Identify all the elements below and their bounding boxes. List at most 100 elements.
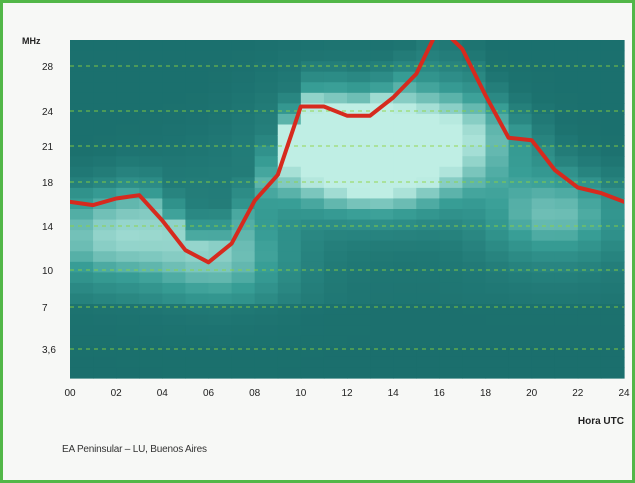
heatmap-cell xyxy=(116,187,140,200)
heatmap-cell xyxy=(231,92,256,104)
heatmap-cell xyxy=(600,209,625,221)
heatmap-cell xyxy=(347,261,371,273)
heatmap-cell xyxy=(277,40,302,52)
heatmap-cell xyxy=(300,92,325,104)
heatmap-cell xyxy=(393,145,417,157)
heatmap-cell xyxy=(323,50,348,62)
heatmap-cell xyxy=(531,261,556,273)
heatmap-cell xyxy=(277,187,302,200)
heatmap-cell xyxy=(300,219,325,231)
heatmap-cell xyxy=(393,156,417,168)
heatmap-cell xyxy=(70,177,94,189)
heatmap-cell xyxy=(300,251,325,263)
heatmap-layer xyxy=(70,40,625,379)
heatmap-cell xyxy=(370,293,394,305)
heatmap-cell xyxy=(462,198,487,210)
heatmap-cell xyxy=(600,177,625,189)
heatmap-cell xyxy=(485,82,510,94)
heatmap-cell xyxy=(185,304,210,316)
heatmap-cell xyxy=(600,156,625,168)
heatmap-cell xyxy=(254,145,279,157)
heatmap-cell xyxy=(139,314,163,326)
heatmap-cell xyxy=(485,282,510,295)
heatmap-cell xyxy=(208,293,233,305)
heatmap-cell xyxy=(347,177,371,189)
heatmap-cell xyxy=(439,187,464,200)
heatmap-cell xyxy=(162,304,187,316)
heatmap-cell xyxy=(185,135,210,147)
heatmap-cell xyxy=(393,314,417,326)
heatmap-cell xyxy=(300,40,325,52)
heatmap-cell xyxy=(554,367,579,379)
heatmap-cell xyxy=(70,346,94,358)
heatmap-cell xyxy=(162,82,187,94)
heatmap-cell xyxy=(600,61,625,73)
heatmap-cell xyxy=(439,198,464,210)
heatmap-cell xyxy=(185,261,210,273)
heatmap-cell xyxy=(393,135,417,147)
heatmap-cell xyxy=(116,156,140,168)
heatmap-cell xyxy=(347,187,371,200)
heatmap-cell xyxy=(416,177,440,189)
heatmap-cell xyxy=(185,367,210,379)
heatmap-cell xyxy=(162,240,187,252)
heatmap-cell xyxy=(600,346,625,358)
heatmap-cell xyxy=(439,61,464,73)
x-tick-label: 04 xyxy=(157,388,169,399)
heatmap-cell xyxy=(231,40,256,52)
heatmap-cell xyxy=(300,304,325,316)
heatmap-cell xyxy=(439,293,464,305)
heatmap-cell xyxy=(162,135,187,147)
heatmap-cell xyxy=(231,325,256,337)
heatmap-cell xyxy=(300,356,325,369)
heatmap-cell xyxy=(600,219,625,231)
heatmap-cell xyxy=(347,293,371,305)
y-tick-label: 21 xyxy=(42,142,54,153)
heatmap-cell xyxy=(300,314,325,326)
heatmap-cell xyxy=(531,272,556,284)
heatmap-cell xyxy=(139,198,163,210)
heatmap-cell xyxy=(139,282,163,295)
heatmap-cell xyxy=(416,240,440,252)
heatmap-cell xyxy=(162,71,187,83)
heatmap-cell xyxy=(600,293,625,305)
heatmap-cell xyxy=(416,219,440,231)
heatmap-cell xyxy=(508,50,533,62)
heatmap-cell xyxy=(370,367,394,379)
heatmap-cell xyxy=(231,346,256,358)
heatmap-cell xyxy=(347,166,371,178)
heatmap-cell xyxy=(577,187,602,200)
heatmap-cell xyxy=(600,145,625,157)
heatmap-cell xyxy=(231,145,256,157)
heatmap-cell xyxy=(393,325,417,337)
heatmap-cell xyxy=(254,103,279,115)
heatmap-cell xyxy=(185,103,210,115)
heatmap-cell xyxy=(554,187,579,200)
heatmap-cell xyxy=(139,356,163,369)
heatmap-cell xyxy=(554,346,579,358)
heatmap-cell xyxy=(485,261,510,273)
heatmap-cell xyxy=(347,156,371,168)
heatmap-cell xyxy=(185,40,210,52)
heatmap-cell xyxy=(93,124,117,136)
heatmap-cell xyxy=(554,198,579,210)
heatmap-cell xyxy=(254,240,279,252)
heatmap-cell xyxy=(439,166,464,178)
heatmap-cell xyxy=(393,40,417,52)
heatmap-cell xyxy=(277,367,302,379)
heatmap-cell xyxy=(554,124,579,136)
heatmap-cell xyxy=(554,209,579,221)
x-tick-label: 12 xyxy=(341,388,353,399)
heatmap-cell xyxy=(93,261,117,273)
heatmap-cell xyxy=(508,71,533,83)
heatmap-cell xyxy=(70,82,94,94)
heatmap-cell xyxy=(116,145,140,157)
heatmap-cell xyxy=(462,346,487,358)
heatmap-cell xyxy=(393,346,417,358)
heatmap-cell xyxy=(531,367,556,379)
heatmap-cell xyxy=(531,230,556,242)
heatmap-cell xyxy=(508,103,533,115)
heatmap-cell xyxy=(531,166,556,178)
heatmap-cell xyxy=(231,82,256,94)
